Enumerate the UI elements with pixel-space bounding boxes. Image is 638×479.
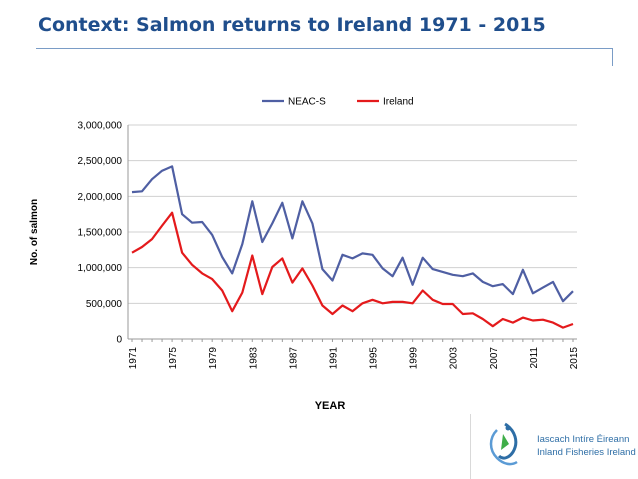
title-divider: [36, 48, 612, 49]
x-axis-label: YEAR: [315, 400, 346, 412]
x-tick-label: 2007: [489, 347, 500, 370]
y-tick-label: 0: [116, 335, 122, 346]
y-tick-label: 2,500,000: [78, 156, 123, 167]
x-tick-label: 1991: [328, 347, 339, 370]
y-tick-label: 1,500,000: [78, 228, 123, 239]
legend-label: NEAC-S: [288, 97, 326, 108]
logo-text-irish: Iascach Intíre Éireann: [537, 434, 630, 445]
x-tick-label: 2015: [569, 347, 580, 370]
y-axis-label: No. of salmon: [29, 199, 40, 265]
fish-swirl-logo-icon: [489, 422, 518, 466]
title-divider-tick: [612, 48, 613, 66]
y-tick-label: 500,000: [86, 299, 123, 310]
logo-text-english: Inland Fisheries Ireland: [537, 447, 636, 458]
y-tick-label: 1,000,000: [78, 263, 123, 274]
x-tick-label: 1987: [288, 347, 299, 370]
ifi-logo: Iascach Intíre Éireann Inland Fisheries …: [470, 414, 638, 479]
x-tick-label: 1975: [168, 347, 179, 370]
x-tick-label: 1995: [369, 347, 380, 370]
series-line-neac-s: [131, 165, 574, 303]
x-tick-label: 2003: [449, 347, 460, 370]
x-tick-label: 1971: [128, 347, 139, 370]
legend-label: Ireland: [383, 97, 414, 108]
x-tick-label: 1983: [248, 347, 259, 370]
x-tick-label: 1979: [208, 347, 219, 370]
series-line-ireland: [131, 211, 574, 329]
x-tick-label: 2011: [529, 347, 540, 369]
x-tick-label: 1999: [409, 347, 420, 370]
slide-title: Context: Salmon returns to Ireland 1971 …: [38, 14, 546, 36]
y-tick-label: 3,000,000: [78, 121, 123, 132]
y-tick-label: 2,000,000: [78, 192, 123, 203]
